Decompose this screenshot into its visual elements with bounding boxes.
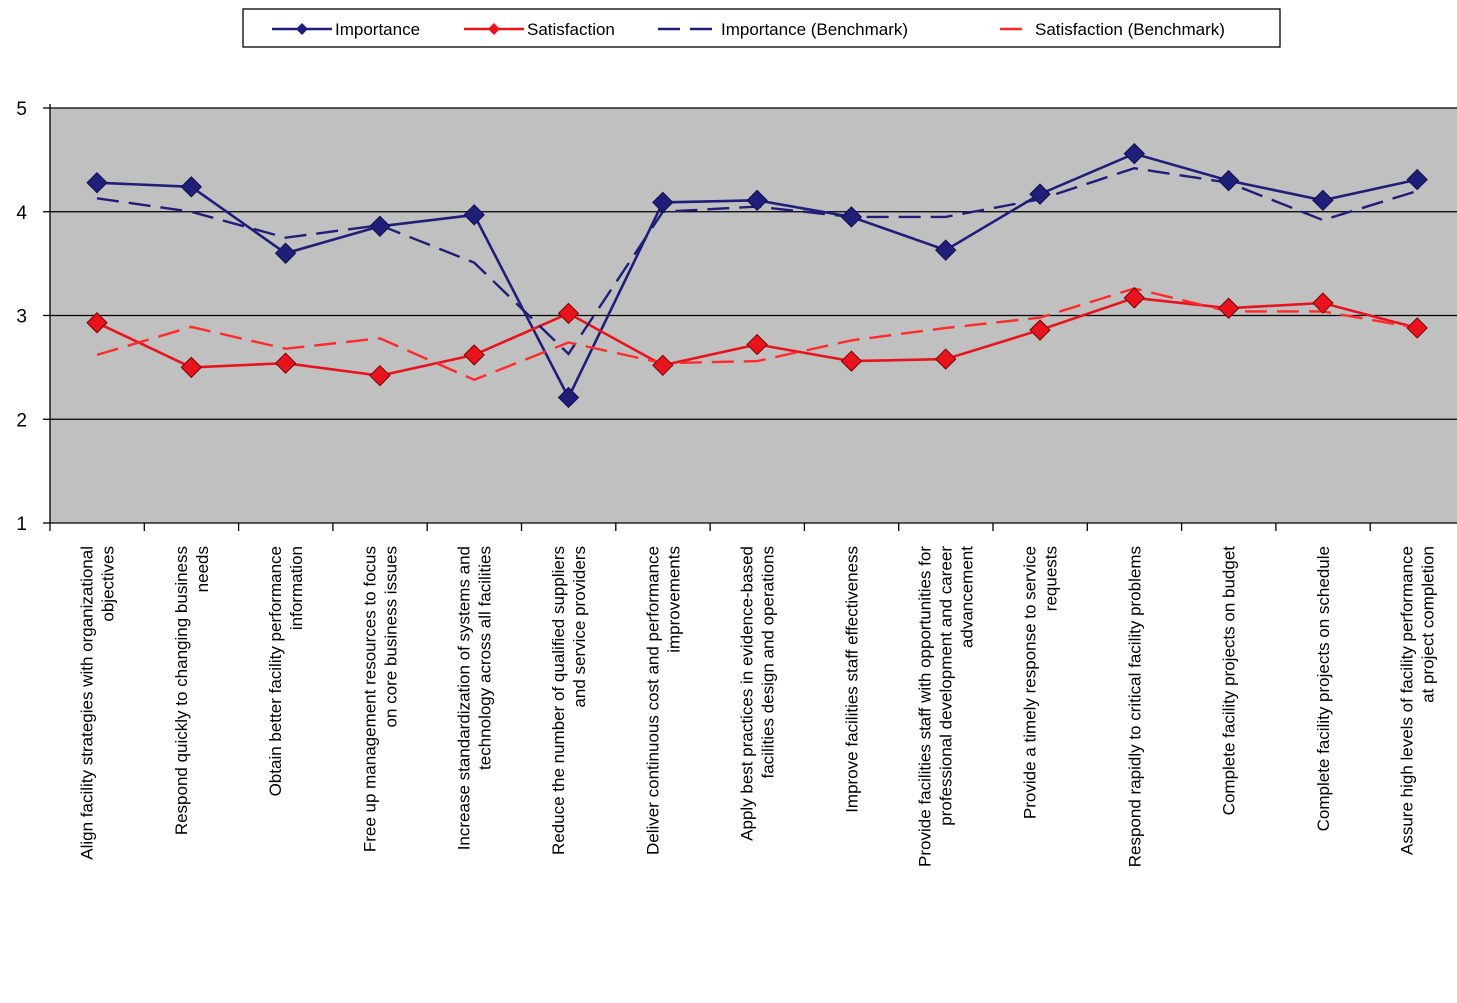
legend-label: Importance	[335, 20, 420, 39]
data-point-satisfaction	[274, 352, 297, 374]
series-layer	[86, 142, 1428, 409]
data-point-importance	[180, 176, 203, 198]
y-tick-label: 4	[16, 203, 27, 224]
category-label: Apply best practices in evidence-based	[738, 546, 757, 841]
y-tick-label: 5	[16, 99, 27, 120]
legend-marker	[488, 23, 500, 35]
data-point-importance	[463, 204, 485, 226]
y-tick-label: 3	[16, 307, 27, 328]
data-point-importance	[652, 191, 674, 214]
legend-label: Satisfaction (Benchmark)	[1035, 20, 1225, 39]
data-point-satisfaction	[86, 312, 108, 334]
category-label: Assure high levels of facility performan…	[1398, 546, 1417, 855]
data-point-importance	[1312, 189, 1334, 212]
data-point-satisfaction	[369, 364, 391, 387]
category-label: Provide facilities staff with opportunit…	[916, 546, 935, 867]
category-label: Reduce the number of qualified suppliers	[549, 546, 568, 855]
plot-area	[50, 107, 1457, 523]
category-label: requests	[1042, 546, 1061, 611]
category-label: Obtain better facility performance	[266, 546, 285, 796]
data-point-importance	[86, 171, 108, 194]
y-tick-label: 1	[16, 514, 27, 535]
category-label: Align facility strategies with organizat…	[78, 546, 97, 860]
category-label: technology across all facilities	[476, 546, 495, 770]
data-point-satisfaction	[1406, 317, 1428, 339]
category-label: on core business issues	[381, 546, 400, 727]
data-point-satisfaction	[1312, 292, 1334, 314]
category-label: needs	[193, 546, 212, 592]
category-label: Respond rapidly to critical facility pro…	[1125, 546, 1144, 867]
category-label: Complete facility projects on budget	[1220, 546, 1239, 816]
data-point-importance	[1406, 168, 1428, 191]
data-point-importance	[746, 189, 768, 212]
data-point-importance	[1217, 169, 1240, 192]
data-point-satisfaction	[934, 348, 957, 370]
data-point-satisfaction	[652, 354, 674, 377]
category-label: Deliver continuous cost and performance	[643, 546, 662, 855]
legend-label: Importance (Benchmark)	[721, 20, 908, 39]
category-label: Increase standardization of systems and	[455, 546, 474, 850]
legend: Importance Satisfaction Importance (Benchm…	[242, 8, 1281, 48]
axes: 1 2 3 4 5	[16, 99, 1457, 535]
data-point-importance	[1123, 142, 1146, 165]
data-point-satisfaction	[557, 302, 580, 325]
y-tick-label: 2	[16, 410, 27, 431]
data-point-satisfaction	[746, 333, 768, 356]
category-label: advancement	[958, 546, 977, 648]
legend-label: Satisfaction	[527, 20, 615, 39]
data-point-importance	[274, 242, 297, 264]
series-line-satisfaction-benchmark	[96, 287, 1418, 382]
category-label: improvements	[664, 546, 683, 653]
legend-box	[242, 8, 1281, 48]
category-label: Improve facilities staff effectiveness	[842, 546, 861, 813]
data-point-importance	[557, 386, 580, 409]
category-label: and service providers	[570, 546, 589, 708]
legend-marker	[296, 23, 308, 35]
data-point-satisfaction	[1217, 297, 1240, 319]
data-point-satisfaction	[1029, 319, 1051, 341]
category-label: at project completion	[1419, 546, 1438, 703]
category-label: objectives	[99, 546, 118, 622]
category-label: professional development and career	[937, 546, 956, 826]
category-label: information	[287, 546, 306, 630]
category-labels: Align facility strategies with organizat…	[78, 546, 1438, 868]
data-point-satisfaction	[180, 356, 203, 379]
data-point-satisfaction	[1123, 287, 1146, 309]
data-point-importance	[1029, 183, 1051, 205]
category-label: Free up management resources to focus	[360, 546, 379, 852]
category-label: Complete facility projects on schedule	[1314, 546, 1333, 831]
category-label: facilities design and operations	[759, 546, 778, 778]
data-point-satisfaction	[840, 350, 863, 372]
category-label: Respond quickly to changing business	[172, 546, 191, 835]
data-point-importance	[369, 215, 391, 237]
data-point-importance	[934, 239, 957, 261]
data-point-satisfaction	[463, 344, 485, 366]
category-label: Provide a timely response to service	[1021, 546, 1040, 819]
data-point-importance	[840, 206, 863, 228]
